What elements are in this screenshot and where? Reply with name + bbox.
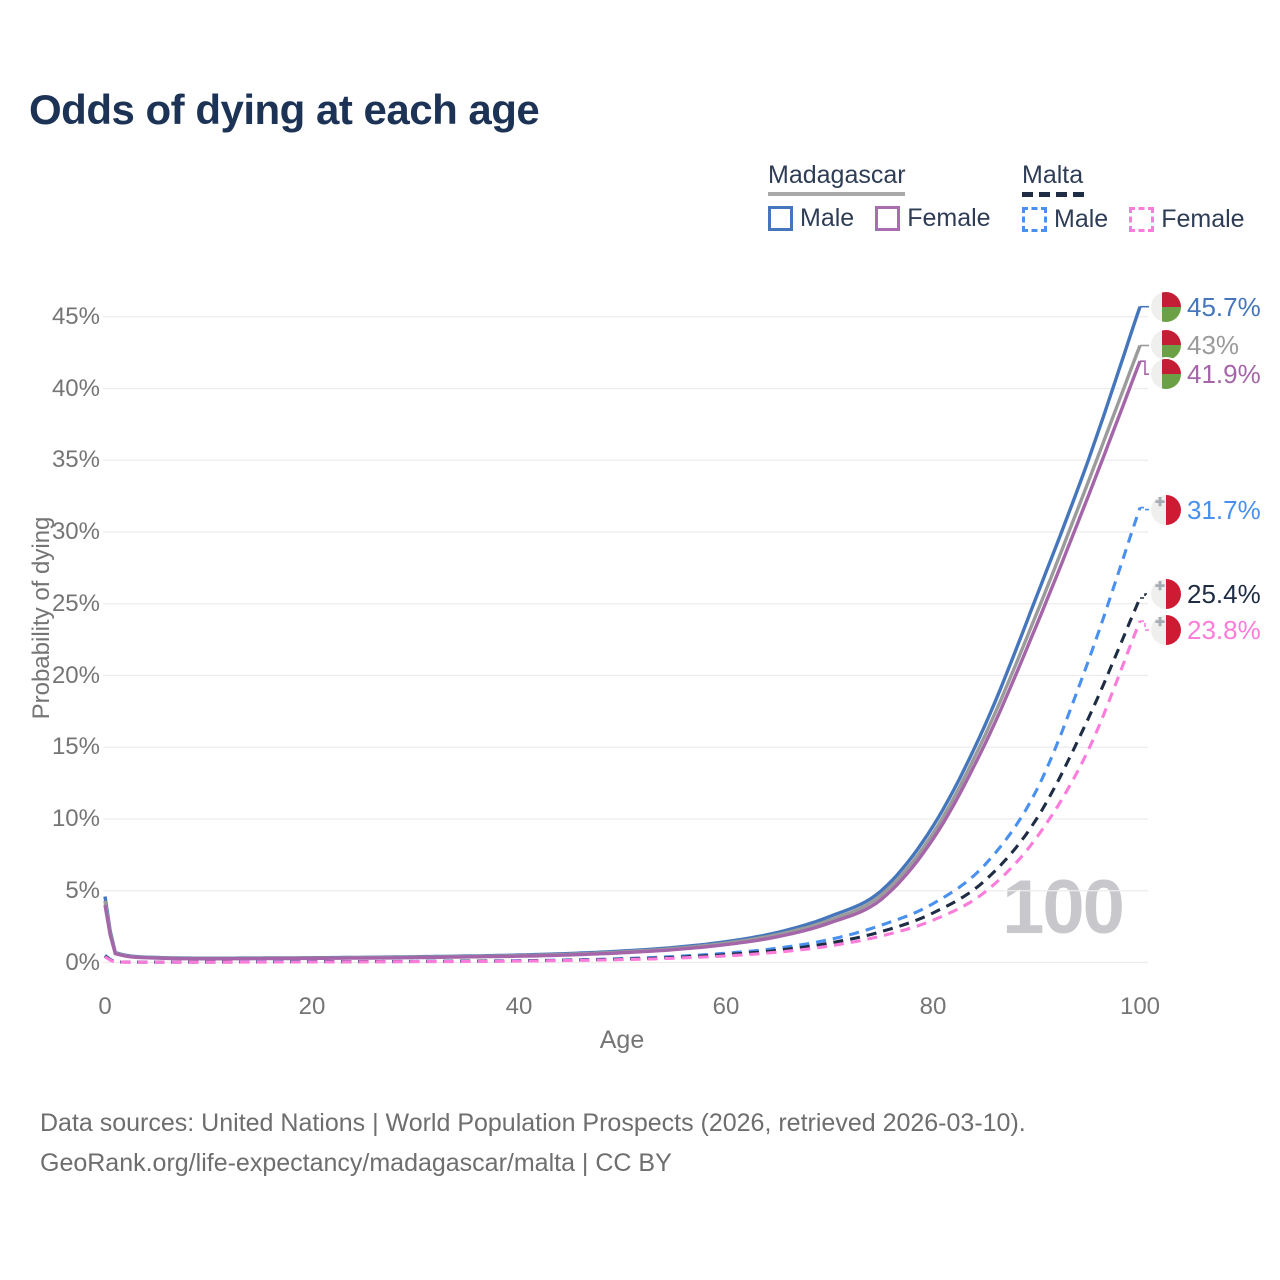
- madagascar-flag-icon: [1151, 330, 1181, 360]
- y-tick-label: 25%: [51, 590, 100, 617]
- line-malta-female: [104, 620, 1142, 964]
- x-axis-title: Age: [599, 1026, 645, 1054]
- end-value-label-malta-both: 25.4%: [1187, 579, 1261, 609]
- line-madagascar-female: [103, 360, 1142, 961]
- legend-item-label: Male: [800, 204, 855, 232]
- leader-line: [1140, 360, 1151, 375]
- line-malta-both: [104, 597, 1142, 964]
- leader-line: [1140, 593, 1151, 599]
- y-tick-label: 15%: [51, 733, 100, 760]
- line-madagascar-male: [103, 306, 1142, 960]
- end-value-label-madagascar-male: 45.7%: [1187, 292, 1261, 322]
- legend-items-madagascar: Male Female: [768, 204, 1012, 233]
- legend-item-malta-female[interactable]: Female: [1129, 205, 1245, 234]
- legend-item-label: Male: [1054, 205, 1109, 233]
- legend-item-label: Female: [907, 204, 991, 232]
- y-tick-label: 20%: [51, 662, 100, 689]
- solid-square-swatch-icon: [875, 206, 901, 231]
- madagascar-flag-icon: [1151, 292, 1181, 322]
- legend-country-malta: Malta: [1022, 161, 1084, 189]
- george-cross-icon: ✚: [1155, 579, 1166, 593]
- y-tick-label: 0%: [65, 949, 100, 976]
- end-value-label-malta-female: 23.8%: [1187, 615, 1261, 645]
- malta-flag-icon: ✚: [1151, 615, 1181, 645]
- legend-item-madagascar-female[interactable]: Female: [875, 204, 991, 233]
- end-value-label-madagascar-both: 43%: [1187, 330, 1240, 360]
- y-tick-label: 30%: [51, 518, 100, 545]
- george-cross-icon: ✚: [1155, 615, 1166, 629]
- madagascar-flag-icon: [1151, 359, 1181, 389]
- legend-items-malta: Male Female: [1022, 205, 1266, 234]
- y-tick-label: 40%: [51, 375, 100, 402]
- legend-group-madagascar: Madagascar Male Female: [768, 161, 1012, 233]
- legend-item-label: Female: [1161, 205, 1245, 233]
- y-tick-label: 5%: [65, 877, 100, 904]
- legend-group-malta: Malta Male Female: [1022, 161, 1266, 234]
- data-source-note: Data sources: United Nations | World Pop…: [40, 1109, 1026, 1137]
- attribution-note: GeoRank.org/life-expectancy/madagascar/m…: [40, 1149, 672, 1177]
- age-watermark: 100: [1002, 865, 1125, 950]
- x-tick-label: 20: [298, 993, 326, 1020]
- dashed-line-sample-icon: [1022, 192, 1088, 197]
- x-tick-label: 40: [505, 993, 533, 1020]
- y-tick-label: 45%: [51, 303, 100, 330]
- y-tick-label: 35%: [51, 446, 100, 473]
- x-tick-label: 100: [1119, 993, 1161, 1020]
- leader-line: [1140, 620, 1151, 631]
- y-tick-label: 10%: [51, 805, 100, 832]
- george-cross-icon: ✚: [1155, 495, 1166, 509]
- legend-country-madagascar: Madagascar: [768, 161, 906, 189]
- x-tick-label: 60: [712, 993, 740, 1020]
- dashed-square-swatch-icon: [1022, 207, 1047, 232]
- end-value-label-malta-male: 31.7%: [1187, 495, 1261, 525]
- malta-flag-icon: ✚: [1151, 495, 1181, 525]
- page-title: Odds of dying at each age: [29, 86, 540, 133]
- dashed-square-swatch-icon: [1129, 207, 1155, 232]
- legend-item-malta-male[interactable]: Male: [1022, 205, 1108, 234]
- end-value-label-madagascar-female: 41.9%: [1187, 359, 1261, 389]
- x-tick-label: 0: [98, 993, 112, 1020]
- solid-square-swatch-icon: [768, 206, 793, 231]
- x-tick-label: 80: [919, 993, 947, 1020]
- leader-line: [1140, 506, 1151, 511]
- solid-line-sample-icon: [768, 192, 905, 196]
- malta-flag-icon: ✚: [1151, 579, 1181, 609]
- legend-item-madagascar-male[interactable]: Male: [768, 204, 854, 233]
